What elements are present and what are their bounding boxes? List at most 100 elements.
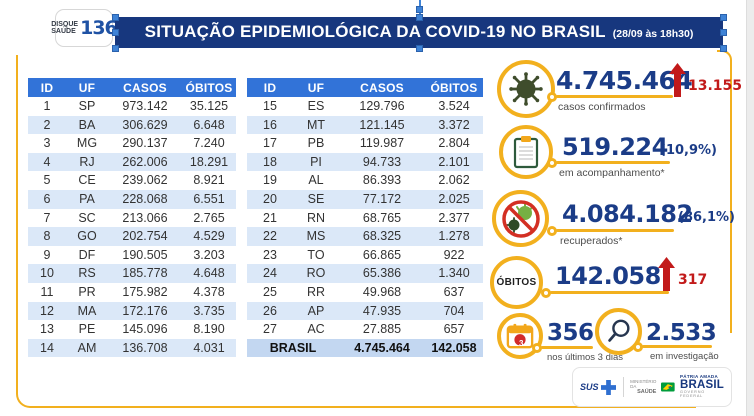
- virus-icon: [497, 60, 555, 118]
- cell-obitos: 18.291: [189, 154, 229, 169]
- cell-uf: DF: [78, 247, 96, 262]
- cell-obitos: 637: [443, 284, 465, 299]
- cell-id: 16: [263, 117, 277, 132]
- cell-casos: 306.629: [122, 117, 168, 132]
- table-row: 19 AL 86.393 2.062: [247, 171, 483, 190]
- table-row: 17 PB 119.987 2.804: [247, 134, 483, 153]
- obitos-circle-label: ÓBITOS: [496, 277, 537, 288]
- investigation-value: 2.533: [646, 320, 717, 346]
- no-virus-icon: [492, 190, 549, 247]
- cell-casos: 202.754: [122, 229, 168, 244]
- arrow-up-icon: [658, 257, 675, 291]
- cell-obitos: 4.648: [193, 266, 225, 281]
- col-header-casos: CASOS: [339, 78, 425, 97]
- cell-uf: RR: [306, 284, 326, 299]
- table-header-row: ID UF CASOS ÓBITOS: [28, 78, 236, 97]
- stat-underline: [633, 341, 712, 352]
- cell-casos: 185.778: [122, 266, 168, 281]
- table-row: 4 RJ 262.006 18.291: [28, 152, 236, 172]
- col-header-uf: UF: [293, 78, 339, 97]
- deaths-delta: 317: [678, 272, 708, 288]
- cell-uf: ES: [307, 99, 325, 113]
- cell-casos: 228.068: [122, 191, 168, 206]
- cell-uf: AC: [307, 322, 325, 337]
- cell-id: 6: [43, 191, 51, 206]
- cell-obitos: 3.203: [193, 247, 225, 262]
- clipboard-icon: [499, 125, 553, 179]
- cell-uf: PR: [78, 284, 96, 299]
- last3days-value: 356: [547, 320, 594, 346]
- cell-casos: 973.142: [122, 99, 168, 113]
- cell-id: 22: [263, 229, 277, 244]
- content-frame-border: [16, 55, 696, 408]
- selection-handle-mid-left[interactable]: [111, 29, 119, 36]
- cell-obitos: 704: [443, 303, 465, 318]
- cell-casos: 65.386: [362, 266, 402, 281]
- cell-uf: PA: [79, 191, 95, 206]
- table-row: 9 DF 190.505 3.203: [28, 246, 236, 265]
- monitoring-percent: (10,9%): [660, 143, 717, 158]
- cell-uf: GO: [77, 229, 97, 244]
- cell-uf: SE: [307, 191, 325, 206]
- selection-handle-bottom-right[interactable]: [719, 44, 727, 52]
- table-row: 13 PE 145.096 8.190: [28, 320, 236, 339]
- table-row: 26 AP 47.935 704: [247, 301, 483, 321]
- selection-handle-top-left[interactable]: [111, 13, 119, 21]
- cell-id: 4: [43, 154, 51, 169]
- cell-id: 14: [40, 340, 54, 355]
- cell-casos: 27.885: [362, 322, 402, 337]
- cell-uf: PE: [78, 322, 96, 337]
- cell-casos: 49.968: [362, 284, 402, 299]
- selection-handle-top-right[interactable]: [719, 13, 727, 21]
- cell-id: 26: [263, 303, 277, 318]
- confirmed-cases-value: 4.745.464: [556, 66, 693, 95]
- selection-handle-bottom-center[interactable]: [415, 44, 423, 52]
- cell-obitos: 7.240: [193, 136, 225, 151]
- cell-uf: MS: [306, 229, 326, 244]
- cell-id: 11: [40, 284, 54, 299]
- table-row: 18 PI 94.733 2.101: [247, 152, 483, 172]
- brazil-flag-icon: [661, 382, 675, 392]
- cell-id: 23: [263, 247, 277, 262]
- total-casos: 4.745.464: [354, 340, 410, 355]
- stat-underline: [547, 225, 674, 236]
- report-timestamp: (28/09 às 18h30): [612, 28, 694, 40]
- selection-handle-top-center[interactable]: [415, 13, 423, 21]
- deaths-value: 142.058: [555, 262, 661, 290]
- cell-id: 15: [263, 99, 277, 113]
- table-row: 11 PR 175.982 4.378: [28, 283, 236, 302]
- title-banner[interactable]: SITUAÇÃO EPIDEMIOLÓGICA DA COVID-19 NO B…: [115, 17, 723, 48]
- selection-handle-mid-right[interactable]: [719, 29, 727, 36]
- cell-uf: AL: [308, 173, 324, 188]
- table-row: 2 BA 306.629 6.648: [28, 115, 236, 135]
- cell-id: 24: [263, 266, 277, 281]
- cell-uf: CE: [78, 173, 96, 188]
- cell-casos: 290.137: [122, 136, 168, 151]
- disque-saude-label: DISQUE SAÚDE: [51, 20, 79, 36]
- cell-casos: 213.066: [122, 210, 168, 225]
- rotation-handle[interactable]: [415, 6, 423, 13]
- underline-dot: [547, 91, 557, 102]
- cell-casos: 94.733: [362, 154, 402, 169]
- cell-id: 10: [40, 266, 54, 281]
- table-row: 25 RR 49.968 637: [247, 283, 483, 302]
- investigation-label: em investigação: [650, 351, 719, 362]
- table-row: 3 MG 290.137 7.240: [28, 134, 236, 153]
- cell-casos: 77.172: [362, 191, 402, 206]
- cell-obitos: 2.765: [193, 210, 225, 225]
- underline-dot: [547, 157, 557, 168]
- cell-uf: SC: [78, 210, 96, 225]
- table-row: 21 RN 68.765 2.377: [247, 209, 483, 228]
- cell-casos: 145.096: [122, 322, 168, 337]
- cell-uf: RS: [78, 266, 96, 281]
- selection-handle-bottom-left[interactable]: [111, 44, 119, 52]
- cell-obitos: 3.524: [438, 99, 470, 113]
- brasil-total-row: BRASIL 4.745.464 142.058: [247, 338, 483, 358]
- table-row: 22 MS 68.325 1.278: [247, 227, 483, 246]
- stat-underline: [541, 287, 669, 298]
- sus-label: SUS: [580, 382, 599, 392]
- cell-id: 21: [263, 210, 277, 225]
- cell-casos: 86.393: [362, 173, 402, 188]
- cell-obitos: 657: [443, 322, 465, 337]
